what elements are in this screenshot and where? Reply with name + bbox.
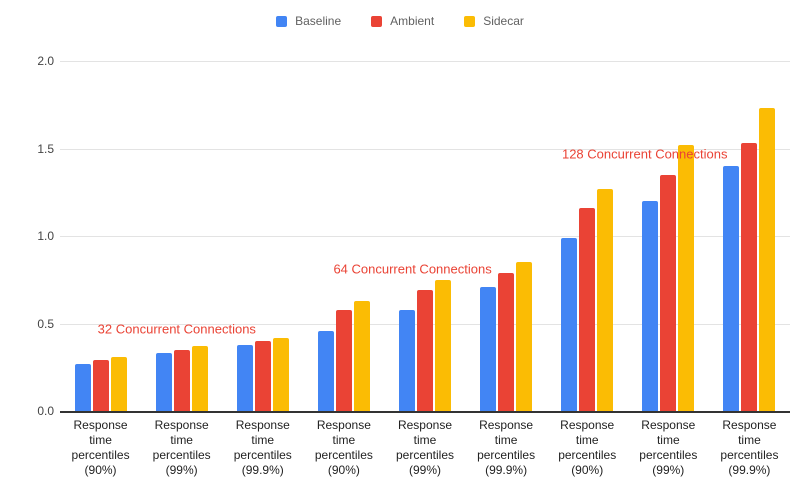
plot-area: 32 Concurrent Connections 64 Concurrent C… (60, 61, 790, 413)
chart-legend: Baseline Ambient Sidecar (0, 14, 800, 28)
x-category-label-text: Response time percentiles (90%) (71, 418, 130, 477)
x-category-label-6: Response time percentiles (99.9%) (466, 418, 547, 478)
x-category-label-8: Response time percentiles (99%) (628, 418, 709, 478)
legend-swatch-icon (276, 15, 288, 27)
bar-ambient-8 (660, 174, 677, 411)
chart-annotation: 64 Concurrent Connections (333, 261, 492, 277)
x-category-label-4: Response time percentiles (90%) (303, 418, 384, 478)
x-category-label-5: Response time percentiles (99%) (384, 418, 465, 478)
bar-baseline-7 (561, 237, 578, 411)
bar-ambient-3 (254, 341, 271, 411)
bar-sidecar-5 (434, 279, 451, 411)
bar-sidecar-9 (759, 108, 776, 411)
gridline (60, 61, 790, 62)
bar-group-5 (384, 61, 465, 411)
y-tick-label: 2.0 (37, 54, 54, 68)
x-category-label-text: Response time percentiles (99.9%) (720, 418, 779, 477)
bar-baseline-6 (480, 286, 497, 411)
y-tick-label: 1.0 (37, 229, 54, 243)
bar-sidecar-2 (191, 346, 208, 411)
gridline (60, 236, 790, 237)
x-category-label-2: Response time percentiles (99%) (141, 418, 222, 478)
x-category-label-1: Response time percentiles (90%) (60, 418, 141, 478)
bar-sidecar-7 (597, 188, 614, 411)
bar-group-9 (709, 61, 790, 411)
y-tick-label: 0.5 (37, 316, 54, 331)
bar-sidecar-6 (516, 262, 533, 411)
x-axis-category-labels: Response time percentiles (90%) Response … (60, 418, 790, 478)
bar-group-8 (628, 61, 709, 411)
bar-sidecar-1 (110, 356, 127, 411)
bar-sidecar-4 (353, 300, 370, 411)
bar-ambient-6 (498, 272, 515, 411)
bar-baseline-5 (398, 309, 415, 411)
bar-ambient-9 (741, 143, 758, 411)
y-tick-label: 1.5 (37, 141, 54, 156)
x-category-label-7: Response time percentiles (90%) (547, 418, 628, 478)
y-tick-label: 0.0 (37, 404, 54, 418)
bar-baseline-9 (723, 166, 740, 411)
bar-group-2 (141, 61, 222, 411)
bar-ambient-1 (92, 360, 109, 411)
bar-ambient-4 (335, 309, 352, 411)
x-category-label-9: Response time percentiles (99.9%) (709, 418, 790, 478)
bar-baseline-3 (236, 344, 253, 411)
bar-ambient-5 (416, 290, 433, 411)
legend-label: Baseline (295, 14, 342, 28)
bar-sidecar-3 (272, 337, 289, 411)
bar-ambient-2 (173, 349, 190, 411)
chart-annotation: 32 Concurrent Connections (97, 321, 256, 337)
legend-label: Sidecar (483, 14, 524, 28)
bar-groups (60, 61, 790, 411)
legend-item-sidecar: Sidecar (464, 14, 524, 28)
chart-annotation: 128 Concurrent Connections (561, 146, 728, 162)
x-category-label-text: Response time percentiles (90%) (558, 418, 617, 477)
legend-label: Ambient (390, 14, 435, 28)
bar-group-3 (222, 61, 303, 411)
bar-baseline-1 (74, 363, 91, 411)
legend-swatch-icon (371, 15, 383, 27)
bar-baseline-2 (155, 353, 172, 411)
legend-swatch-icon (464, 15, 476, 27)
x-category-label-text: Response time percentiles (99%) (395, 418, 454, 477)
y-axis-tick-labels: 0.0 0.5 1.0 1.5 2.0 (12, 54, 54, 418)
gridline (60, 148, 790, 150)
x-category-label-3: Response time percentiles (99.9%) (222, 418, 303, 478)
x-category-label-text: Response time percentiles (99%) (639, 418, 698, 477)
x-category-label-text: Response time percentiles (99.9%) (233, 418, 292, 477)
bar-group-7 (547, 61, 628, 411)
bar-sidecar-8 (678, 145, 695, 411)
bar-group-4 (303, 61, 384, 411)
bar-group-1 (60, 61, 141, 411)
legend-item-baseline: Baseline (276, 14, 341, 28)
bar-baseline-4 (317, 330, 334, 411)
x-category-label-text: Response time percentiles (99.9%) (477, 418, 536, 477)
bar-group-6 (466, 61, 547, 411)
legend-item-ambient: Ambient (371, 14, 434, 28)
bar-ambient-7 (579, 208, 596, 411)
x-category-label-text: Response time percentiles (99%) (152, 418, 211, 477)
bar-baseline-8 (642, 201, 659, 411)
x-category-label-text: Response time percentiles (90%) (314, 418, 373, 477)
x-axis-line (60, 411, 790, 413)
